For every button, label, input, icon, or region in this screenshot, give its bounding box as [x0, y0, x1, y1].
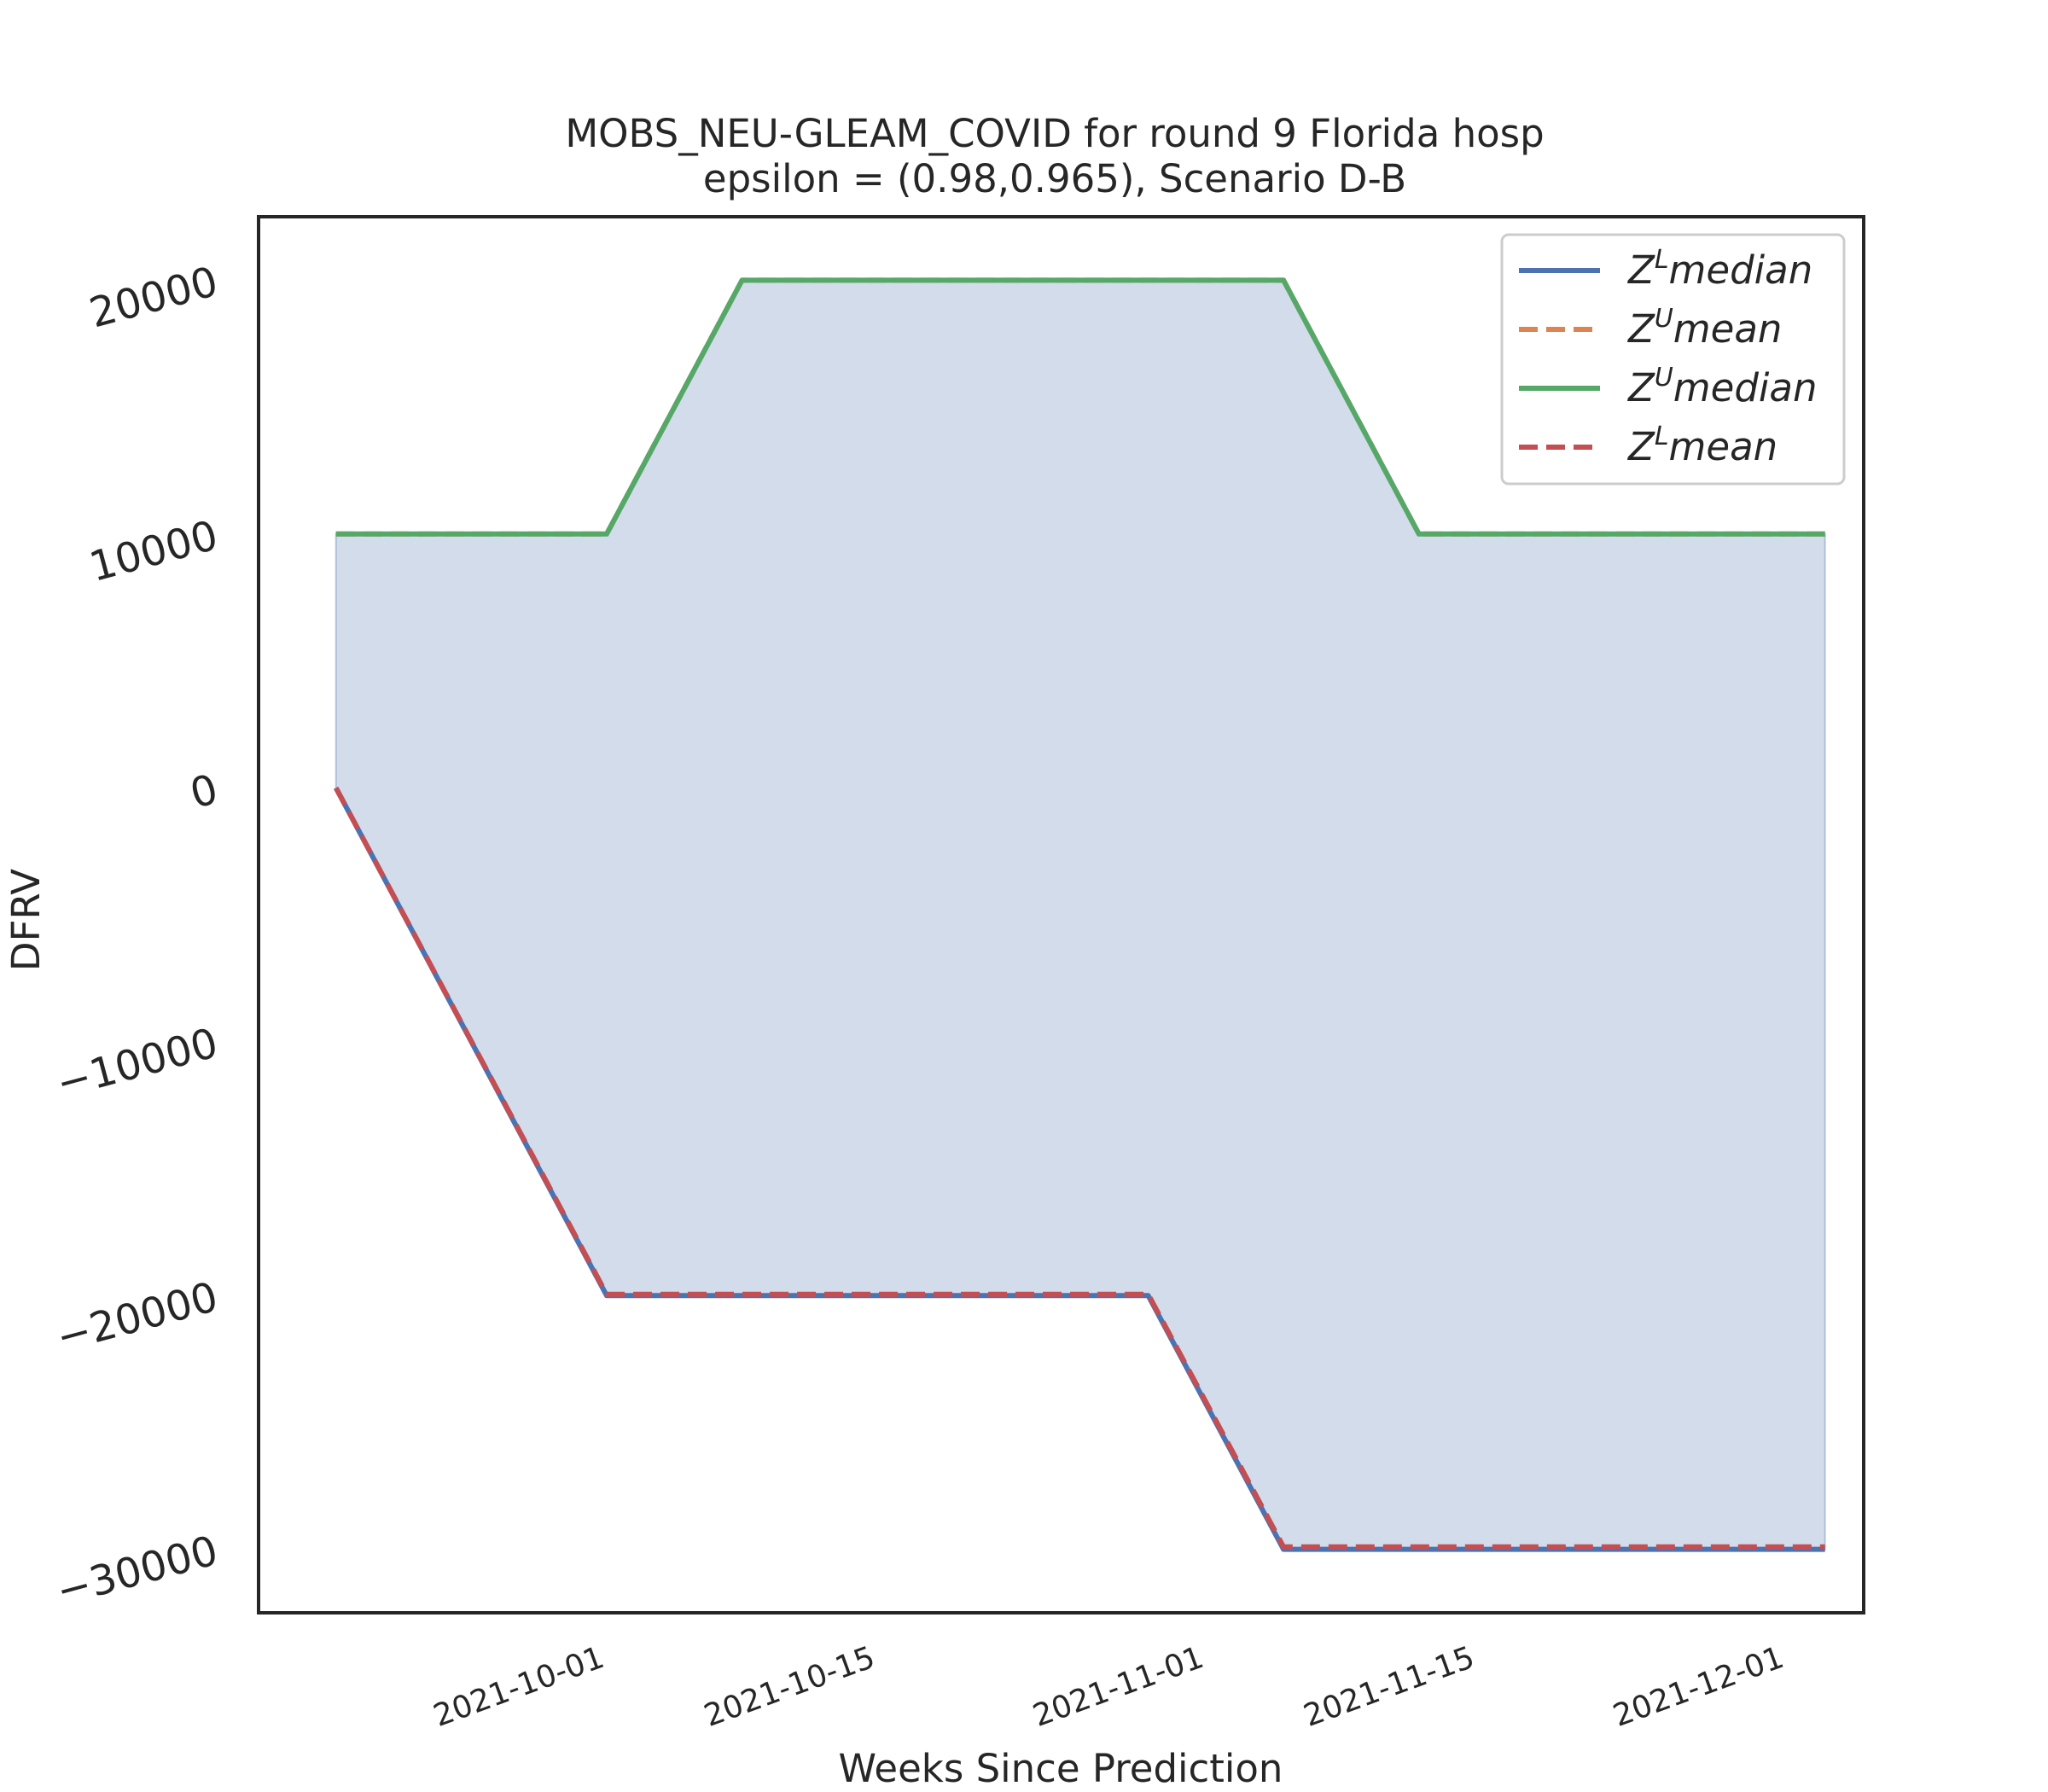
- legend-label: ZLmedian: [1627, 245, 1812, 293]
- x-tick-labels: 2021-10-01 2021-10-15 2021-11-01 2021-11-15…: [429, 1640, 1789, 1734]
- y-tick-labels: −30000 −20000 −10000 0 10000 20000: [51, 258, 223, 1615]
- y-tick-label: 10000: [84, 511, 223, 591]
- x-tick-label: 2021-10-01: [429, 1640, 609, 1734]
- legend-label: ZUmedian: [1627, 363, 1817, 410]
- x-tick-label: 2021-12-01: [1609, 1640, 1789, 1734]
- y-tick-label: 0: [185, 765, 223, 818]
- y-tick-label: −20000: [51, 1273, 223, 1362]
- y-tick-label: −10000: [51, 1019, 223, 1108]
- chart-subtitle: epsilon = (0.98,0.965), Scenario D-B: [703, 156, 1406, 201]
- chart-title: MOBS_NEU-GLEAM_COVID for round 9 Florida…: [565, 111, 1544, 156]
- legend: ZLmedian ZUmean ZUmedian ZLmean: [1500, 233, 1846, 486]
- x-axis-label: Weeks Since Prediction: [839, 1746, 1283, 1791]
- y-axis-label: DFRV: [3, 869, 49, 971]
- y-tick-label: 20000: [84, 258, 223, 338]
- y-tick-label: −30000: [51, 1527, 223, 1615]
- x-tick-label: 2021-11-15: [1300, 1640, 1480, 1734]
- plot-frame: [257, 215, 1865, 1615]
- legend-label: ZUmean: [1627, 304, 1782, 352]
- x-tick-label: 2021-11-01: [1028, 1640, 1208, 1734]
- plot-area: [334, 277, 1826, 1552]
- legend-label: ZLmean: [1627, 422, 1777, 469]
- x-tick-label: 2021-10-15: [700, 1640, 880, 1734]
- series-line-2: [335, 277, 1825, 537]
- legend-box: [1500, 233, 1846, 486]
- series-line-3: [334, 786, 1825, 1550]
